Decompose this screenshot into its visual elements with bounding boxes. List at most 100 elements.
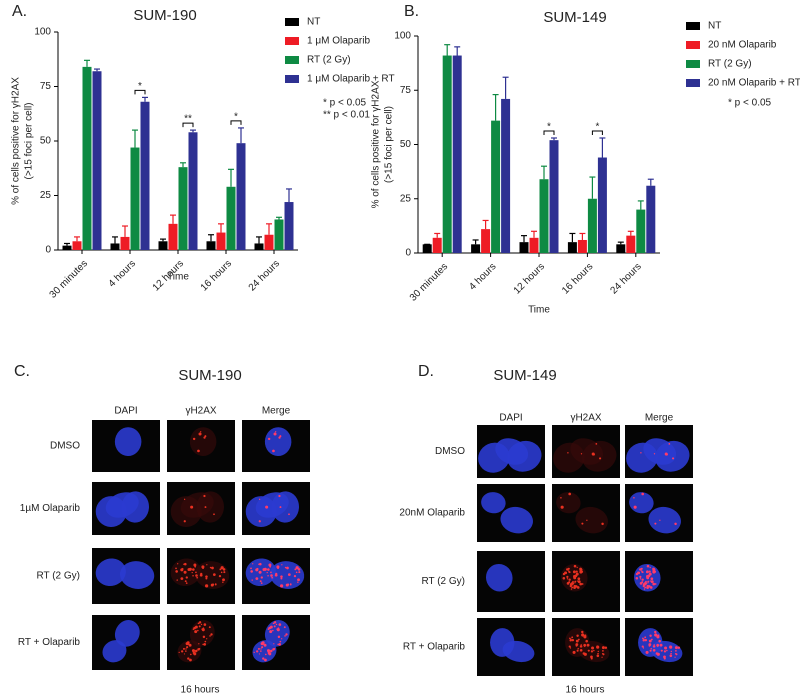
significance-bracket [543,130,555,135]
focus [180,577,184,581]
focus [293,574,297,578]
focus [568,581,571,584]
focus [581,583,584,585]
x-tick-label: 4 hours [467,261,498,292]
error-bar [531,230,537,238]
focus [260,650,262,652]
significance-label: ** [184,114,192,125]
focus [649,634,652,637]
x-tick-label: 12 hours [512,261,547,296]
focus [664,646,668,650]
focus [273,647,276,650]
focus [185,576,188,579]
focus [198,625,201,628]
focus [269,565,272,568]
focus [576,634,579,637]
focus [197,449,200,453]
nucleus [95,558,126,587]
micrograph [92,482,160,535]
focus [646,584,650,588]
micrograph [477,618,545,676]
legend-label: 20 nM Olaparib + RT [708,78,800,89]
focus [211,566,214,570]
legend-label: RT (2 Gy) [307,55,351,66]
focus [265,505,269,509]
focus [210,633,213,636]
error-bar [160,238,166,242]
focus [584,645,586,648]
focus [569,647,572,649]
legend-swatch [285,18,299,26]
error-bar [228,168,234,187]
column-header: Merge [262,406,291,417]
caption: 16 hours [181,685,220,696]
focus [568,492,572,496]
focus [194,630,198,634]
focus [178,651,180,654]
significance-label: * [595,122,599,133]
focus [575,639,579,643]
focus [590,655,593,659]
focus [175,567,177,570]
focus [284,566,287,569]
significance-label: * [234,112,238,123]
row-label: RT (2 Gy) [421,576,465,587]
focus [192,437,196,441]
bar [72,241,82,250]
focus [273,432,277,436]
focus [289,583,292,586]
focus [659,643,663,647]
focus [206,564,208,566]
bar [206,241,216,250]
focus [566,578,569,580]
focus [653,453,656,455]
focus [205,577,208,580]
panel-title: SUM-149 [493,367,556,384]
error-bar [170,214,176,224]
focus [571,582,574,585]
focus [258,498,261,500]
focus [278,436,281,439]
error-bar [238,127,244,144]
focus [670,650,672,653]
row-label: RT + Olaparib [403,642,466,653]
focus [568,645,571,648]
focus [577,648,579,650]
note: * p < 0.05 [728,98,772,109]
focus [666,453,668,456]
error-bar [589,176,596,199]
focus [649,586,653,589]
focus [196,576,198,579]
legend-label: NT [307,17,320,28]
focus [644,636,647,639]
error-bar [454,46,461,56]
focus [258,563,260,565]
focus [583,635,587,639]
focus [647,582,649,584]
focus [654,633,658,637]
caption: 16 hours [566,685,605,696]
nucleus [264,427,292,456]
bar [264,234,274,250]
focus [192,568,195,571]
focus [648,572,652,576]
focus [260,648,262,650]
error-bar [502,76,509,99]
focus [188,567,192,571]
micrograph [242,548,310,604]
focus [270,649,273,652]
focus [647,580,650,583]
micrograph [242,615,310,670]
y-tick-label: 25 [40,190,52,201]
focus [597,650,599,653]
x-axis-label: Time [167,272,189,283]
y-axis-label: (>15 foci per cell) [384,106,395,183]
focus [645,650,649,654]
legend-label: 1 μM Olaparib [307,36,370,47]
micrograph [625,551,693,612]
focus [595,443,598,445]
glow [575,506,608,534]
focus [288,513,290,516]
panel-label: A. [12,3,27,20]
focus [183,498,186,500]
